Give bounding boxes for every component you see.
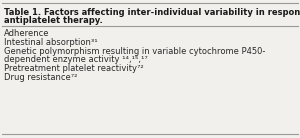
Text: Drug resistance⁷²: Drug resistance⁷² (4, 73, 77, 82)
Text: Genetic polymorphism resulting in variable cytochrome P450-: Genetic polymorphism resulting in variab… (4, 47, 266, 56)
Text: antiplatelet therapy.: antiplatelet therapy. (4, 16, 103, 25)
Text: Adherence: Adherence (4, 29, 50, 38)
Text: dependent enzyme activity ¹⁴,¹⁵,¹⁷: dependent enzyme activity ¹⁴,¹⁵,¹⁷ (4, 55, 148, 64)
Text: Intestinal absorption³¹: Intestinal absorption³¹ (4, 38, 98, 47)
Text: Pretreatment platelet reactivity⁷²: Pretreatment platelet reactivity⁷² (4, 64, 144, 73)
Text: Table 1. Factors affecting inter-individual variability in response to: Table 1. Factors affecting inter-individ… (4, 8, 300, 17)
